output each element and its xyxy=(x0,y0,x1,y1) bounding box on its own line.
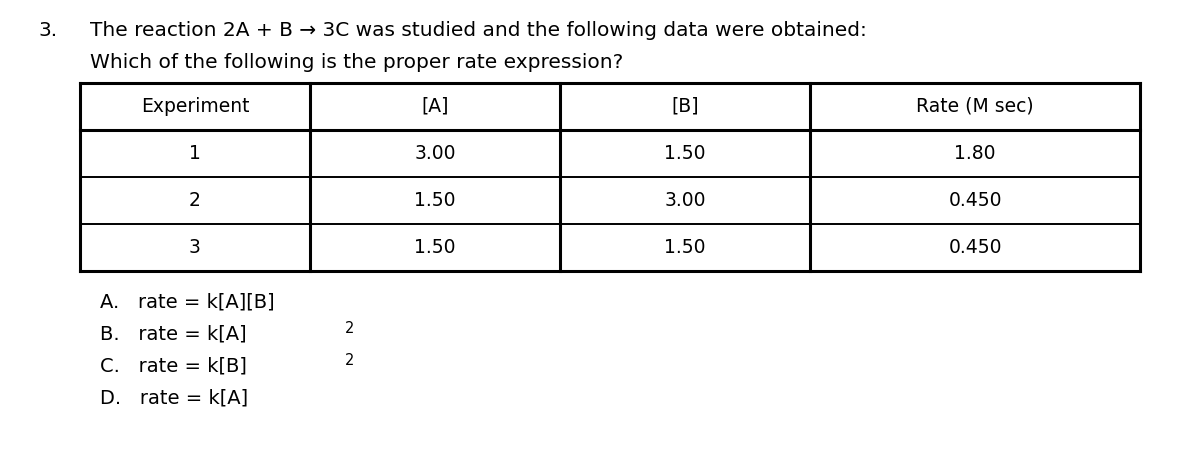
Text: 1.50: 1.50 xyxy=(665,238,706,257)
Text: 0.450: 0.450 xyxy=(948,238,1002,257)
Text: 3.00: 3.00 xyxy=(414,144,456,163)
Text: [B]: [B] xyxy=(671,97,698,116)
Text: 1: 1 xyxy=(190,144,200,163)
Text: 1.50: 1.50 xyxy=(665,144,706,163)
Text: 2: 2 xyxy=(346,353,354,368)
Text: 0.450: 0.450 xyxy=(948,191,1002,210)
Text: Which of the following is the proper rate expression?: Which of the following is the proper rat… xyxy=(90,53,623,72)
Text: Rate (M sec): Rate (M sec) xyxy=(916,97,1034,116)
Text: B.   rate = k[A]: B. rate = k[A] xyxy=(100,325,247,344)
Text: 1.50: 1.50 xyxy=(414,238,456,257)
Text: 3.: 3. xyxy=(38,21,58,40)
Text: D.   rate = k[A]: D. rate = k[A] xyxy=(100,389,248,408)
Text: 1.80: 1.80 xyxy=(954,144,996,163)
Text: [A]: [A] xyxy=(421,97,449,116)
Text: 3: 3 xyxy=(190,238,200,257)
Text: 2: 2 xyxy=(346,321,354,336)
Text: 3.00: 3.00 xyxy=(665,191,706,210)
Text: A.   rate = k[A][B]: A. rate = k[A][B] xyxy=(100,293,275,312)
Text: 1.50: 1.50 xyxy=(414,191,456,210)
Text: 2: 2 xyxy=(190,191,200,210)
Text: Experiment: Experiment xyxy=(140,97,250,116)
Text: C.   rate = k[B]: C. rate = k[B] xyxy=(100,357,247,376)
Text: The reaction 2A + B → 3C was studied and the following data were obtained:: The reaction 2A + B → 3C was studied and… xyxy=(90,21,866,40)
